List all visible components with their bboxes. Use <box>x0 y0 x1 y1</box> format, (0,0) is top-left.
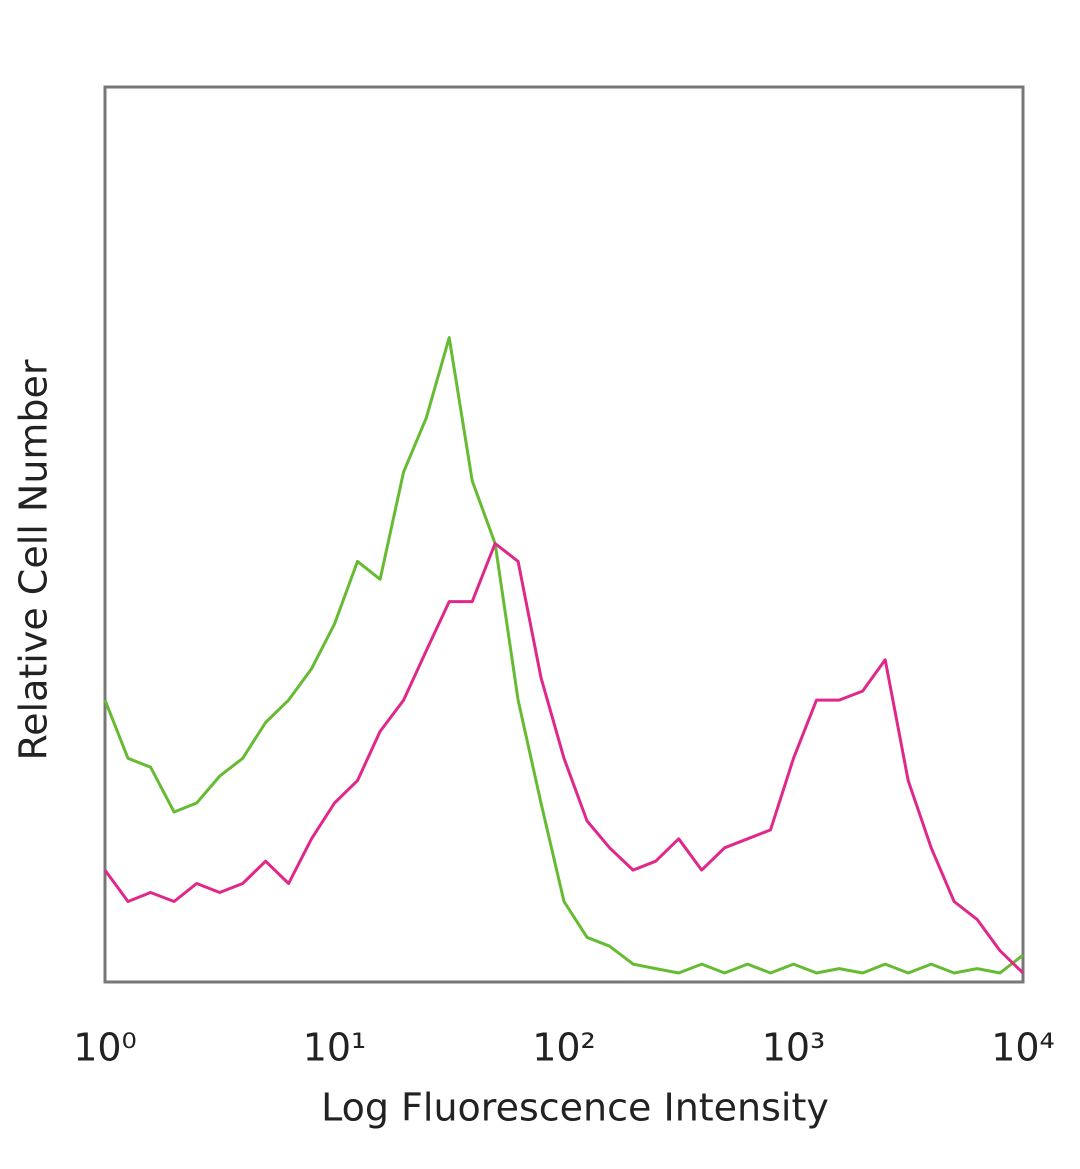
x-tick-label: 10¹ <box>303 1026 367 1070</box>
histogram-line <box>103 542 1025 975</box>
x-tick-label: 10³ <box>762 1026 826 1070</box>
histogram-line <box>103 336 1024 975</box>
x-axis-label: Log Fluorescence Intensity <box>321 1086 829 1130</box>
x-tick-label: 10² <box>532 1026 596 1070</box>
y-axis-label: Relative Cell Number <box>12 359 56 760</box>
plot-frame <box>103 85 1025 984</box>
x-tick-label: 10⁰ <box>73 1026 137 1070</box>
x-tick-label: 10⁴ <box>991 1026 1055 1070</box>
